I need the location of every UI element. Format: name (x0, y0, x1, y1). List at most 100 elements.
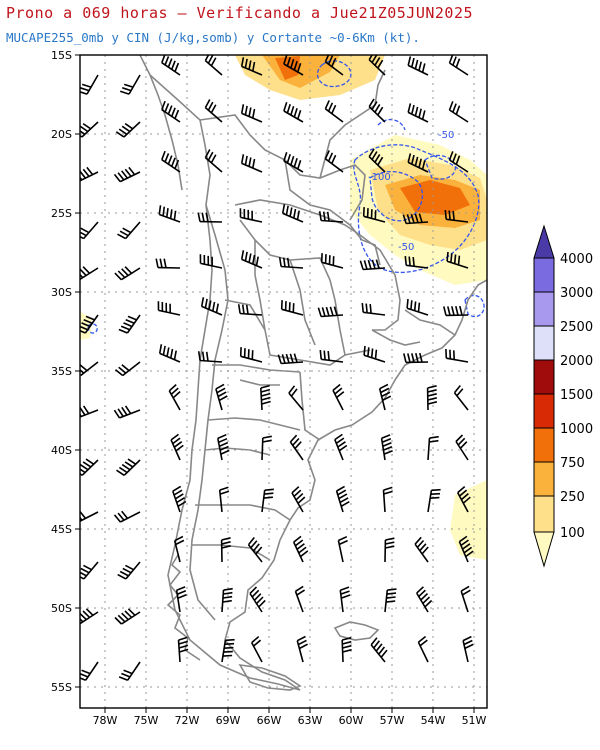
cin-contour-west (87, 323, 98, 334)
cape-area-north-peak (275, 56, 300, 80)
wind-barb (281, 204, 304, 223)
wind-barb (278, 257, 304, 269)
border-argentina-north (234, 199, 401, 331)
colorbar-swatch (533, 325, 555, 361)
wind-barb (414, 536, 429, 563)
map-subtitle: MUCAPE255_0mb y CIN (J/kg,somb) y Cortan… (6, 30, 420, 45)
wind-barb (117, 221, 141, 240)
lat-label: 35S (51, 365, 72, 378)
wind-barb (197, 351, 223, 363)
wind-barb (324, 100, 344, 123)
lat-label: 25S (51, 207, 72, 220)
wind-barb (294, 585, 306, 613)
cin-contour-southeast (464, 294, 485, 318)
cin-contour-northeast (377, 118, 406, 131)
lon-label: 69W (216, 714, 241, 727)
border-brazil (319, 69, 386, 179)
wind-barb (317, 306, 344, 318)
colorbar-label: 1500 (560, 388, 593, 403)
wind-barb (80, 661, 99, 681)
wind-barb (339, 586, 351, 613)
wind-barb (114, 608, 141, 625)
wind-barb (217, 433, 230, 461)
map-frame (79, 54, 488, 709)
south-america-outline (139, 55, 487, 691)
wind-barb (239, 208, 263, 223)
colorbar-swatch (533, 291, 555, 327)
wind-barb (204, 55, 223, 76)
wind-barb (427, 488, 441, 513)
cin-label-2: -100 (368, 172, 391, 183)
coastline (139, 55, 487, 691)
colorbar-swatch (533, 257, 555, 293)
wind-barb (363, 345, 386, 363)
lon-label: 72W (175, 714, 200, 727)
wind-barb (220, 537, 231, 563)
wind-barb (175, 586, 187, 613)
wind-barb (324, 55, 344, 76)
wind-barb (247, 536, 263, 563)
river-plate (371, 329, 421, 346)
lat-label: 45S (51, 523, 72, 536)
wind-barb (200, 297, 223, 316)
colorbar-swatch (533, 427, 555, 463)
wind-barb (359, 259, 386, 271)
colorbar-label: 100 (560, 526, 585, 541)
tierra-del-fuego (238, 663, 302, 691)
wind-barb (115, 121, 141, 138)
border-uruguay (404, 309, 456, 336)
wind-barb (426, 385, 438, 411)
wind-barb (296, 635, 308, 663)
lat-label: 20S (51, 128, 72, 141)
wind-barb (158, 205, 181, 223)
wind-barb (117, 561, 141, 580)
province-1 (239, 219, 346, 356)
wind-barb (197, 212, 223, 223)
wind-barb (261, 488, 274, 513)
province-10 (192, 544, 271, 561)
longitude-axis: 78W 75W 72W 69W 66W 63W 60W 57W 54W 51W (93, 708, 487, 727)
lon-label: 78W (93, 714, 118, 727)
wind-barb (221, 587, 233, 613)
wind-barb (318, 211, 344, 223)
colorbar-label: 250 (560, 490, 585, 505)
cin-label-1: -50 (438, 130, 454, 141)
wind-barb (458, 535, 474, 563)
cape-area-east-peak (400, 180, 470, 215)
wind-barb (380, 434, 393, 461)
wind-barb (80, 314, 99, 334)
wind-barb (239, 347, 263, 363)
wind-barb (334, 433, 348, 461)
wind-barb (444, 210, 469, 223)
wind-barb (462, 635, 474, 663)
cin-labels: -50 -100 -50 (368, 130, 454, 253)
colorbar-swatch (533, 461, 555, 497)
wind-barb (417, 635, 429, 663)
colorbar-label: 750 (560, 456, 585, 471)
province-8 (204, 447, 271, 456)
wind-barb (80, 608, 99, 625)
cin-label-3: -50 (398, 242, 414, 253)
wind-barb (155, 258, 181, 269)
colorbar-bottom-arrow (533, 531, 555, 568)
wind-barb (427, 435, 439, 461)
wind-barb (370, 637, 388, 663)
wind-barb (368, 55, 386, 76)
wind-barb (277, 353, 304, 365)
wind-barb (404, 256, 429, 269)
wind-barb (280, 300, 304, 316)
cape-shading (80, 55, 487, 560)
wind-barb (240, 154, 263, 173)
wind-barb (158, 344, 181, 363)
wind-barb (118, 661, 141, 681)
wind-barb (173, 535, 185, 563)
lat-label: 50S (51, 602, 72, 615)
wind-barb (177, 636, 189, 663)
wind-barb (335, 485, 350, 513)
chile-coast-north (149, 74, 183, 191)
wind-barb (161, 100, 181, 123)
wind-barb (240, 104, 263, 123)
wind-barb (261, 435, 272, 461)
wind-barb (368, 148, 386, 173)
